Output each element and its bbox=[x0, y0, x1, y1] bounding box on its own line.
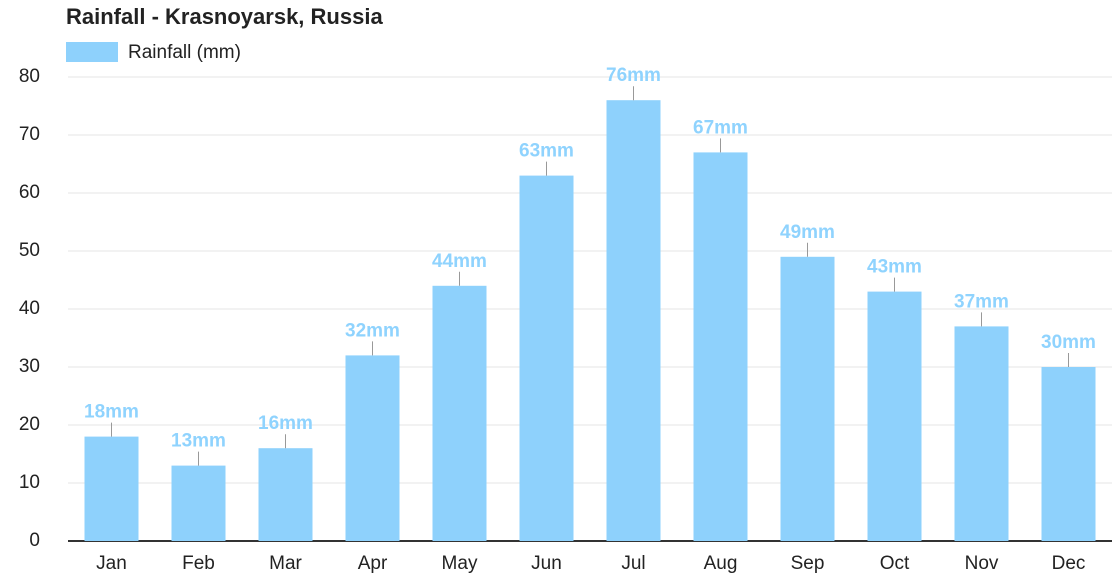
y-tick-label: 30 bbox=[19, 356, 40, 377]
value-label: 44mm bbox=[432, 251, 487, 272]
value-label: 63mm bbox=[519, 141, 574, 162]
x-tick-label: May bbox=[442, 553, 478, 574]
value-label: 43mm bbox=[867, 257, 922, 278]
bar bbox=[432, 285, 487, 541]
y-tick-label: 40 bbox=[19, 298, 40, 319]
y-tick-label: 0 bbox=[29, 530, 40, 551]
bar bbox=[693, 152, 748, 541]
x-tick-label: Jan bbox=[96, 553, 127, 574]
bar bbox=[1041, 367, 1096, 541]
y-tick-label: 70 bbox=[19, 124, 40, 145]
x-tick-label: Mar bbox=[269, 553, 302, 574]
value-label: 49mm bbox=[780, 222, 835, 243]
chart-title: Rainfall - Krasnoyarsk, Russia bbox=[66, 4, 383, 29]
value-label: 67mm bbox=[693, 117, 748, 138]
bar bbox=[171, 465, 226, 541]
bar bbox=[867, 291, 922, 541]
bar bbox=[780, 256, 835, 541]
x-tick-label: Dec bbox=[1052, 553, 1086, 574]
x-tick-label: Oct bbox=[880, 553, 910, 574]
value-label: 13mm bbox=[171, 431, 226, 452]
x-tick-label: Jun bbox=[531, 553, 562, 574]
x-tick-label: Apr bbox=[358, 553, 388, 574]
y-tick-label: 10 bbox=[19, 472, 40, 493]
value-label: 76mm bbox=[606, 65, 661, 86]
y-tick-label: 60 bbox=[19, 182, 40, 203]
x-tick-label: Jul bbox=[621, 553, 645, 574]
x-tick-label: Nov bbox=[965, 553, 999, 574]
x-tick-label: Sep bbox=[791, 553, 825, 574]
legend-label: Rainfall (mm) bbox=[128, 42, 241, 63]
value-label: 16mm bbox=[258, 413, 313, 434]
y-tick-label: 50 bbox=[19, 240, 40, 261]
bar bbox=[84, 436, 139, 541]
bar bbox=[519, 175, 574, 541]
y-tick-label: 20 bbox=[19, 414, 40, 435]
legend-swatch bbox=[66, 42, 118, 62]
value-label: 32mm bbox=[345, 320, 400, 341]
bar bbox=[606, 100, 661, 541]
value-label: 30mm bbox=[1041, 332, 1096, 353]
value-label: 18mm bbox=[84, 402, 139, 423]
y-tick-label: 80 bbox=[19, 66, 40, 87]
x-tick-label: Feb bbox=[182, 553, 215, 574]
x-tick-label: Aug bbox=[704, 553, 738, 574]
value-label: 37mm bbox=[954, 291, 1009, 312]
bar bbox=[954, 326, 1009, 541]
bar bbox=[345, 355, 400, 541]
bar bbox=[258, 448, 313, 541]
